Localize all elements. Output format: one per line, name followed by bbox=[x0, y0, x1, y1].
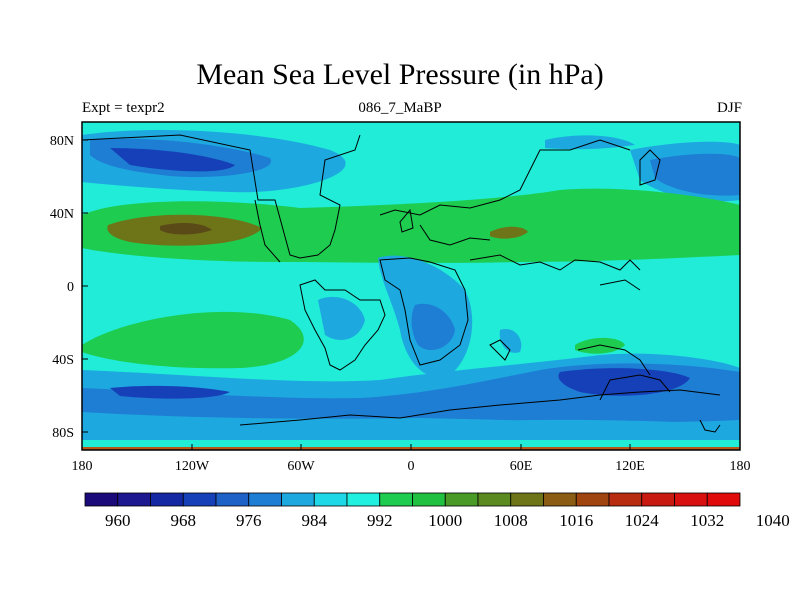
colorbar-label: 1008 bbox=[494, 511, 528, 530]
colorbar-label: 968 bbox=[171, 511, 197, 530]
colorbar-label: 1000 bbox=[428, 511, 462, 530]
colorbar-swatch bbox=[313, 492, 348, 507]
lon-label: 120E bbox=[615, 459, 645, 474]
lat-label: 80S bbox=[52, 426, 74, 441]
plot-title: Mean Sea Level Pressure (in hPa) bbox=[196, 58, 604, 91]
colorbar-swatch bbox=[608, 492, 643, 507]
colorbar-swatch bbox=[412, 492, 446, 507]
colorbar-swatch bbox=[84, 492, 119, 507]
season-label: DJF bbox=[716, 100, 742, 116]
lat-label: 80N bbox=[50, 134, 74, 149]
colorbar-swatch bbox=[575, 492, 610, 507]
colorbar-swatch bbox=[248, 492, 282, 507]
colorbar-swatch bbox=[182, 492, 217, 507]
colorbar-label: 960 bbox=[105, 511, 131, 530]
colorbar-swatch bbox=[117, 492, 151, 507]
colorbar-swatch bbox=[346, 492, 381, 507]
lat-label: 0 bbox=[67, 280, 74, 295]
colorbar-label: 1032 bbox=[690, 511, 724, 530]
colorbar-swatch bbox=[510, 492, 544, 507]
colorbar-swatch bbox=[215, 492, 250, 507]
experiment-label: Expt = texpr2 bbox=[82, 100, 165, 116]
colorbar-label: 976 bbox=[236, 511, 262, 530]
lon-label: 180 bbox=[730, 459, 751, 474]
contour-fill bbox=[82, 122, 740, 450]
colorbar-labels: 960 968 976 984 992 1000 1008 1016 1024 1032 1040 bbox=[105, 511, 790, 530]
colorbar-label: 992 bbox=[367, 511, 393, 530]
colorbar-swatch bbox=[641, 492, 675, 507]
colorbar-swatch bbox=[477, 492, 512, 507]
colorbar-swatch bbox=[379, 492, 413, 507]
lon-label: 60W bbox=[287, 459, 315, 474]
lon-label: 180 bbox=[72, 459, 93, 474]
colorbar-swatch bbox=[150, 492, 184, 507]
run-label: 086_7_MaBP bbox=[358, 100, 442, 116]
colorbar-swatch bbox=[706, 492, 741, 507]
coastlines bbox=[82, 134, 721, 433]
lon-label: 120W bbox=[175, 459, 210, 474]
colorbar-label: 1024 bbox=[625, 511, 660, 530]
colorbar-swatch bbox=[444, 492, 479, 507]
colorbar-label: 1016 bbox=[559, 511, 593, 530]
colorbar-swatch bbox=[281, 492, 315, 507]
lon-label: 60E bbox=[510, 459, 533, 474]
colorbar-label: 1040 bbox=[756, 511, 790, 530]
colorbar-swatch bbox=[674, 492, 708, 507]
axis-ticks bbox=[81, 139, 741, 450]
colorbar bbox=[84, 492, 741, 507]
lat-label: 40N bbox=[50, 207, 74, 222]
colorbar-swatch bbox=[543, 492, 577, 507]
lon-label: 0 bbox=[408, 459, 415, 474]
colorbar-label: 984 bbox=[302, 511, 328, 530]
lat-label: 40S bbox=[52, 353, 74, 368]
